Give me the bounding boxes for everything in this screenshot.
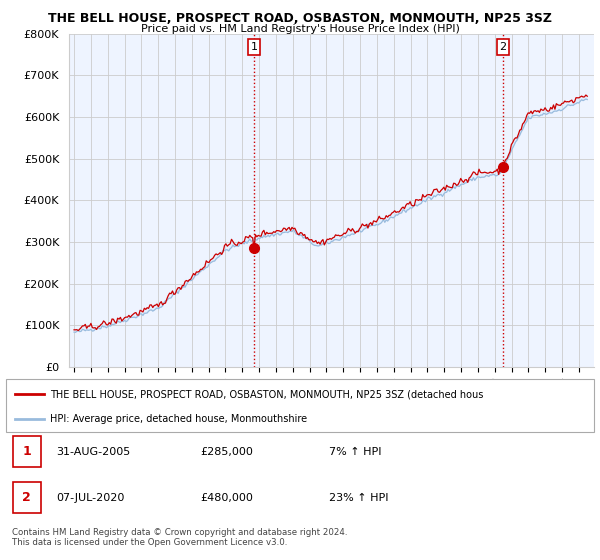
Text: £285,000: £285,000 <box>200 446 253 456</box>
Text: Contains HM Land Registry data © Crown copyright and database right 2024.
This d: Contains HM Land Registry data © Crown c… <box>12 528 347 547</box>
Text: 31-AUG-2005: 31-AUG-2005 <box>56 446 130 456</box>
FancyBboxPatch shape <box>13 483 41 513</box>
Text: Price paid vs. HM Land Registry's House Price Index (HPI): Price paid vs. HM Land Registry's House … <box>140 24 460 34</box>
Text: 1: 1 <box>251 42 257 52</box>
Text: 23% ↑ HPI: 23% ↑ HPI <box>329 493 389 503</box>
Text: 07-JUL-2020: 07-JUL-2020 <box>56 493 124 503</box>
Text: 1: 1 <box>22 445 31 458</box>
Text: THE BELL HOUSE, PROSPECT ROAD, OSBASTON, MONMOUTH, NP25 3SZ (detached hous: THE BELL HOUSE, PROSPECT ROAD, OSBASTON,… <box>50 389 484 399</box>
FancyBboxPatch shape <box>6 379 594 432</box>
Text: HPI: Average price, detached house, Monmouthshire: HPI: Average price, detached house, Monm… <box>50 414 307 424</box>
Text: 7% ↑ HPI: 7% ↑ HPI <box>329 446 382 456</box>
Text: THE BELL HOUSE, PROSPECT ROAD, OSBASTON, MONMOUTH, NP25 3SZ: THE BELL HOUSE, PROSPECT ROAD, OSBASTON,… <box>48 12 552 25</box>
Text: 2: 2 <box>22 491 31 504</box>
FancyBboxPatch shape <box>13 436 41 467</box>
Text: 2: 2 <box>499 42 506 52</box>
Text: £480,000: £480,000 <box>200 493 253 503</box>
